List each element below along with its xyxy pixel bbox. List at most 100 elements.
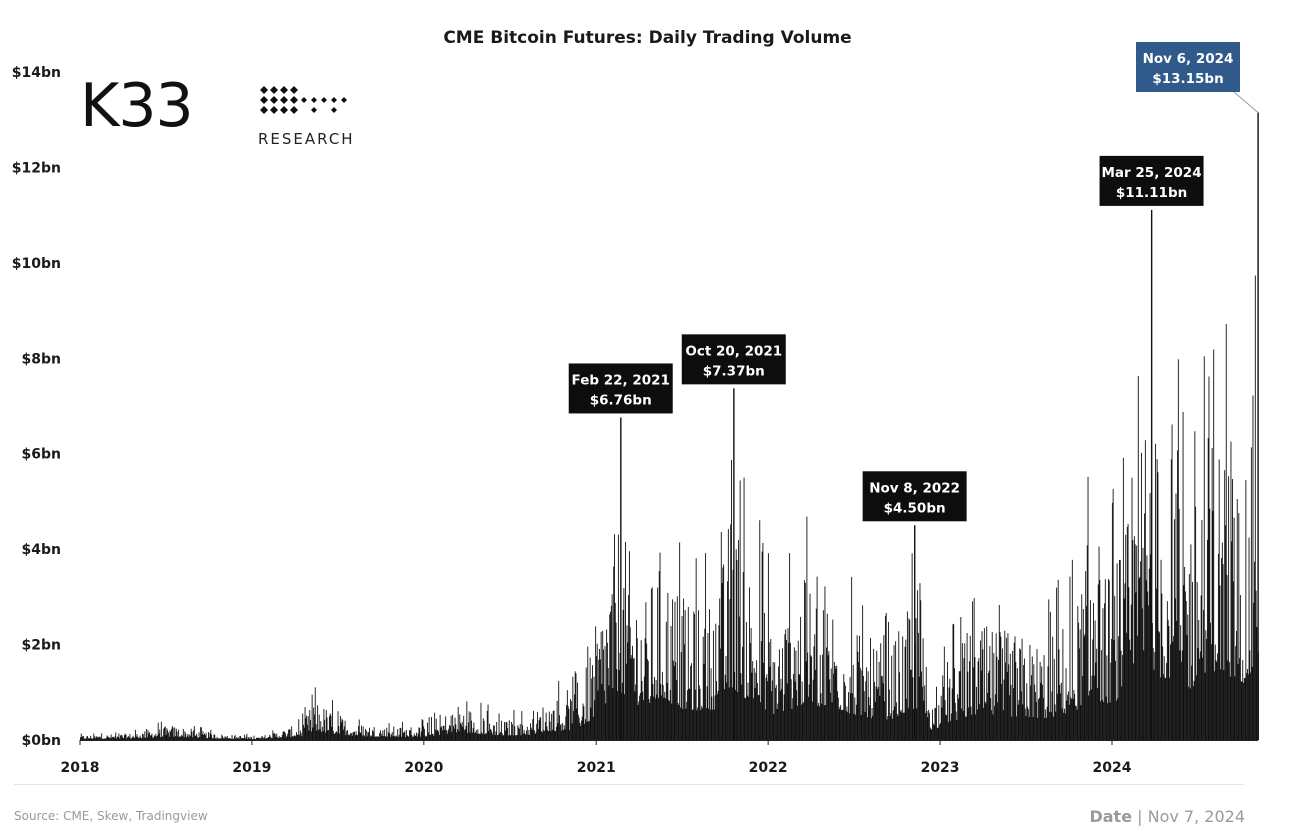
volume-bar [471,720,472,740]
volume-bar [367,732,369,740]
volume-bar [584,723,586,740]
volume-bar [540,731,542,740]
volume-bar [258,737,260,740]
volume-bar [1150,554,1152,740]
volume-bar [195,735,197,740]
volume-bar [486,710,488,740]
volume-bar [381,736,383,740]
volume-bar [191,731,193,740]
volume-bar [1168,626,1170,740]
volume-bar [244,734,246,740]
volume-bar [854,697,856,740]
volume-bar [1220,669,1222,740]
volume-bar [688,688,690,740]
volume-bar [860,715,862,740]
volume-bar [134,729,136,740]
volume-bar [127,737,129,740]
volume-bar [565,716,567,740]
volume-bar [106,735,108,740]
annotation-box [681,334,786,385]
volume-bar [165,734,167,740]
volume-bar [657,587,659,740]
volume-bar [406,735,408,740]
volume-bar [405,737,407,740]
volume-bar [119,738,121,740]
volume-bar [872,715,874,740]
volume-bar [1210,644,1212,740]
volume-bar [266,738,268,740]
volume-bar [1179,650,1181,740]
volume-bar [154,736,156,740]
volume-bar [1052,636,1054,740]
volume-bar [145,729,147,740]
volume-bar [648,699,650,740]
volume-bar [101,738,103,740]
volume-bar [81,737,83,740]
volume-bar [743,477,745,740]
volume-bar [1221,542,1223,740]
volume-bar [863,691,865,740]
volume-bar [990,710,992,740]
volume-bar [1009,653,1011,740]
volume-bar [1078,648,1080,740]
volume-bar [550,731,552,740]
volume-bar [662,685,664,740]
volume-bar [679,707,681,740]
volume-bar [1157,472,1159,740]
volume-bar [961,708,963,740]
volume-bar [1089,690,1091,740]
volume-bar [925,666,927,740]
volume-bar [345,735,347,740]
volume-bar [1012,650,1014,740]
volume-bar [956,719,958,740]
volume-bar [485,733,487,740]
volume-bar [654,698,656,740]
volume-bar [242,738,244,740]
volume-bar [482,718,484,740]
volume-bar [443,725,445,740]
volume-bar [225,736,227,740]
volume-bar [1006,671,1008,740]
volume-bar [496,722,498,740]
volume-bar [1021,638,1023,740]
date-value: Nov 7, 2024 [1147,807,1245,826]
annotation-date: Nov 8, 2022 [869,480,960,496]
volume-bar [955,711,957,740]
volume-bar [319,729,321,740]
volume-bar [499,733,501,740]
volume-bar [892,710,894,740]
volume-bar [980,670,982,740]
volume-bar [395,735,397,740]
annotation-box [1099,155,1204,206]
volume-bar [512,735,514,740]
volume-bar [519,728,520,740]
volume-bar [471,732,473,740]
volume-bar [208,737,210,740]
volume-bar [394,736,396,740]
volume-bar [589,657,591,740]
volume-bar [1020,649,1021,740]
volume-bar [622,609,624,740]
volume-bar [873,648,875,740]
volume-bar [272,730,274,740]
volume-bar [226,736,228,740]
volume-bar [807,652,809,740]
volume-bar [912,677,914,740]
volume-bar [725,655,727,740]
volume-bar [753,668,755,740]
volume-bar [523,730,525,740]
volume-bar [751,672,753,740]
volume-bar [314,714,315,740]
volume-bar [186,737,187,740]
volume-bar [1233,517,1235,740]
volume-bar [710,668,712,740]
volume-bar [913,708,915,740]
volume-bar [965,716,966,740]
volume-bar [417,733,419,740]
volume-bar [457,706,459,740]
volume-bar [973,598,975,740]
volume-bar [156,735,158,740]
volume-bar [314,687,316,740]
volume-bar [994,705,996,740]
volume-bar [398,734,400,740]
